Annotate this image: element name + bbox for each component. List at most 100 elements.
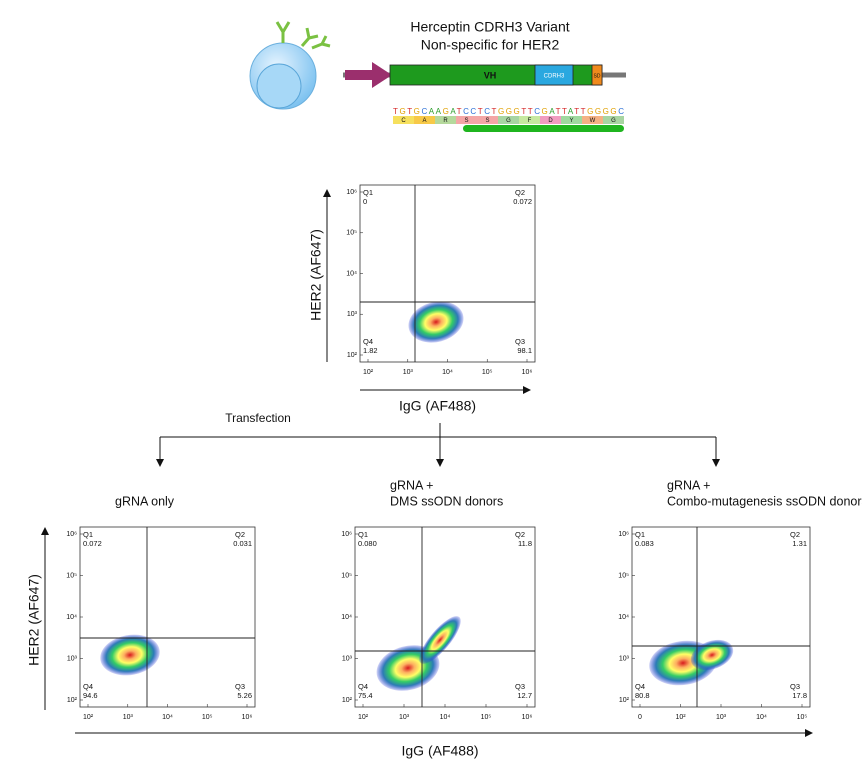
amino-acid: D [548, 118, 553, 124]
amino-acid: Y [569, 118, 573, 124]
quadrant-label: Q1 [363, 188, 373, 197]
y-tick-label: 10² [619, 697, 630, 704]
amino-acid-box [393, 116, 414, 124]
quadrant-label: Q2 [515, 530, 525, 539]
plot-frame [79, 526, 256, 708]
quadrant-label: 0.083 [635, 539, 654, 548]
amino-acid-box [603, 116, 624, 124]
amino-acid-box [540, 116, 561, 124]
quadrant-label: 94.6 [83, 691, 98, 700]
x-tick-label: 10⁵ [202, 714, 213, 721]
x-tick-label: 10² [675, 714, 686, 721]
quadrant-label: Q4 [363, 337, 373, 346]
y-tick-label: 10⁴ [346, 270, 357, 277]
quadrant-label: 0.072 [83, 539, 102, 548]
density-cloud [408, 301, 464, 343]
amino-acid: W [590, 118, 596, 124]
density-cloud [690, 639, 734, 671]
transfection-label: Transfection [225, 411, 291, 425]
quadrant-label: Q2 [790, 530, 800, 539]
amino-acid-box [435, 116, 456, 124]
x-tick-label: 10⁴ [440, 714, 451, 721]
quadrant-label: 0.031 [233, 539, 252, 548]
amino-acid-box [582, 116, 603, 124]
quadrant-label: 12.7 [517, 691, 532, 700]
quadrant-label: Q4 [635, 682, 645, 691]
y-tick-label: 10⁶ [66, 531, 77, 538]
construct: VH CDRH3 S D Herceptin CDRH3 Variant Non-… [343, 19, 626, 132]
quadrant-label: Q2 [235, 530, 245, 539]
y-tick-label: 10² [67, 697, 78, 704]
x-tick-label: 10² [363, 369, 374, 376]
x-tick-label: 10³ [399, 714, 410, 721]
y-tick-label: 10⁴ [66, 614, 77, 621]
amino-acid: C [401, 118, 406, 124]
y-tick-label: 10⁵ [341, 572, 352, 579]
quadrant-label: Q4 [358, 682, 368, 691]
x-tick-label: 10⁶ [522, 369, 533, 376]
x-tick-label: 10³ [403, 369, 414, 376]
y-tick-label: 10³ [619, 655, 630, 662]
x-tick-label: 10⁵ [482, 369, 493, 376]
quadrant-label: Q1 [83, 530, 93, 539]
plot-title: gRNA + [667, 478, 710, 492]
density-cloud [100, 634, 160, 676]
x-tick-label: 10⁴ [442, 369, 453, 376]
quadrant-label: Q2 [515, 188, 525, 197]
y-axis-label: HER2 (AF647) [26, 574, 42, 666]
x-tick-label: 10² [83, 714, 94, 721]
amino-acid: S [464, 118, 468, 124]
amino-acid: A [422, 118, 426, 124]
y-tick-label: 10⁶ [341, 531, 352, 538]
amino-acid: F [528, 118, 532, 124]
plot-title: Combo-mutagenesis ssODN donors [667, 494, 862, 508]
quadrant-label: 11.8 [518, 539, 532, 548]
x-tick-label: 0 [638, 714, 642, 721]
y-tick-label: 10² [347, 352, 358, 359]
plot-title: gRNA + [390, 478, 433, 492]
x-tick-label: 10⁵ [481, 714, 492, 721]
plot-x-label: IgG (AF488) [399, 398, 476, 414]
amino-acid-box [456, 116, 477, 124]
quadrant-label: Q1 [358, 530, 368, 539]
y-tick-label: 10³ [342, 655, 353, 662]
quadrant-label: Q3 [235, 682, 245, 691]
quadrant-label: 17.8 [792, 691, 807, 700]
quadrant-label: 0.072 [513, 197, 532, 206]
plot-title: DMS ssODN donors [390, 494, 503, 508]
x-tick-label: 10⁶ [522, 714, 533, 721]
amino-acid-box [477, 116, 498, 124]
y-tick-label: 10³ [67, 655, 78, 662]
quadrant-label: Q3 [790, 682, 800, 691]
tree-lines [41, 189, 813, 737]
y-tick-label: 10⁵ [66, 572, 77, 579]
y-tick-label: 10⁵ [346, 230, 357, 237]
y-tick-label: 10⁶ [346, 189, 357, 196]
amino-acid-box [519, 116, 540, 124]
quadrant-label: 0.080 [358, 539, 377, 548]
x-axis-label: IgG (AF488) [401, 743, 478, 759]
amino-acid: G [611, 118, 616, 124]
title-line2: Non-specific for HER2 [421, 37, 560, 53]
amino-acid-box [414, 116, 435, 124]
quadrant-label: 1.31 [792, 539, 807, 548]
quadrant-label: 0 [363, 197, 367, 206]
vh-label: VH [484, 70, 497, 80]
amino-acid: S [485, 118, 489, 124]
y-tick-label: 10⁶ [618, 531, 629, 538]
x-tick-label: 10⁵ [797, 714, 808, 721]
quadrant-label: Q4 [83, 682, 93, 691]
y-tick-label: 10² [342, 697, 353, 704]
quadrant-label: 98.1 [517, 346, 532, 355]
title-line1: Herceptin CDRH3 Variant [410, 19, 569, 35]
x-tick-label: 10⁴ [162, 714, 173, 721]
density-cloud [419, 616, 461, 664]
amino-acid: R [443, 118, 448, 124]
quadrant-label: 75.4 [358, 691, 373, 700]
quadrant-label: Q3 [515, 682, 525, 691]
y-tick-label: 10³ [347, 311, 358, 318]
x-tick-label: 10² [358, 714, 369, 721]
plot-y-label: HER2 (AF647) [308, 229, 324, 321]
cdrh3-label: CDRH3 [544, 74, 565, 80]
